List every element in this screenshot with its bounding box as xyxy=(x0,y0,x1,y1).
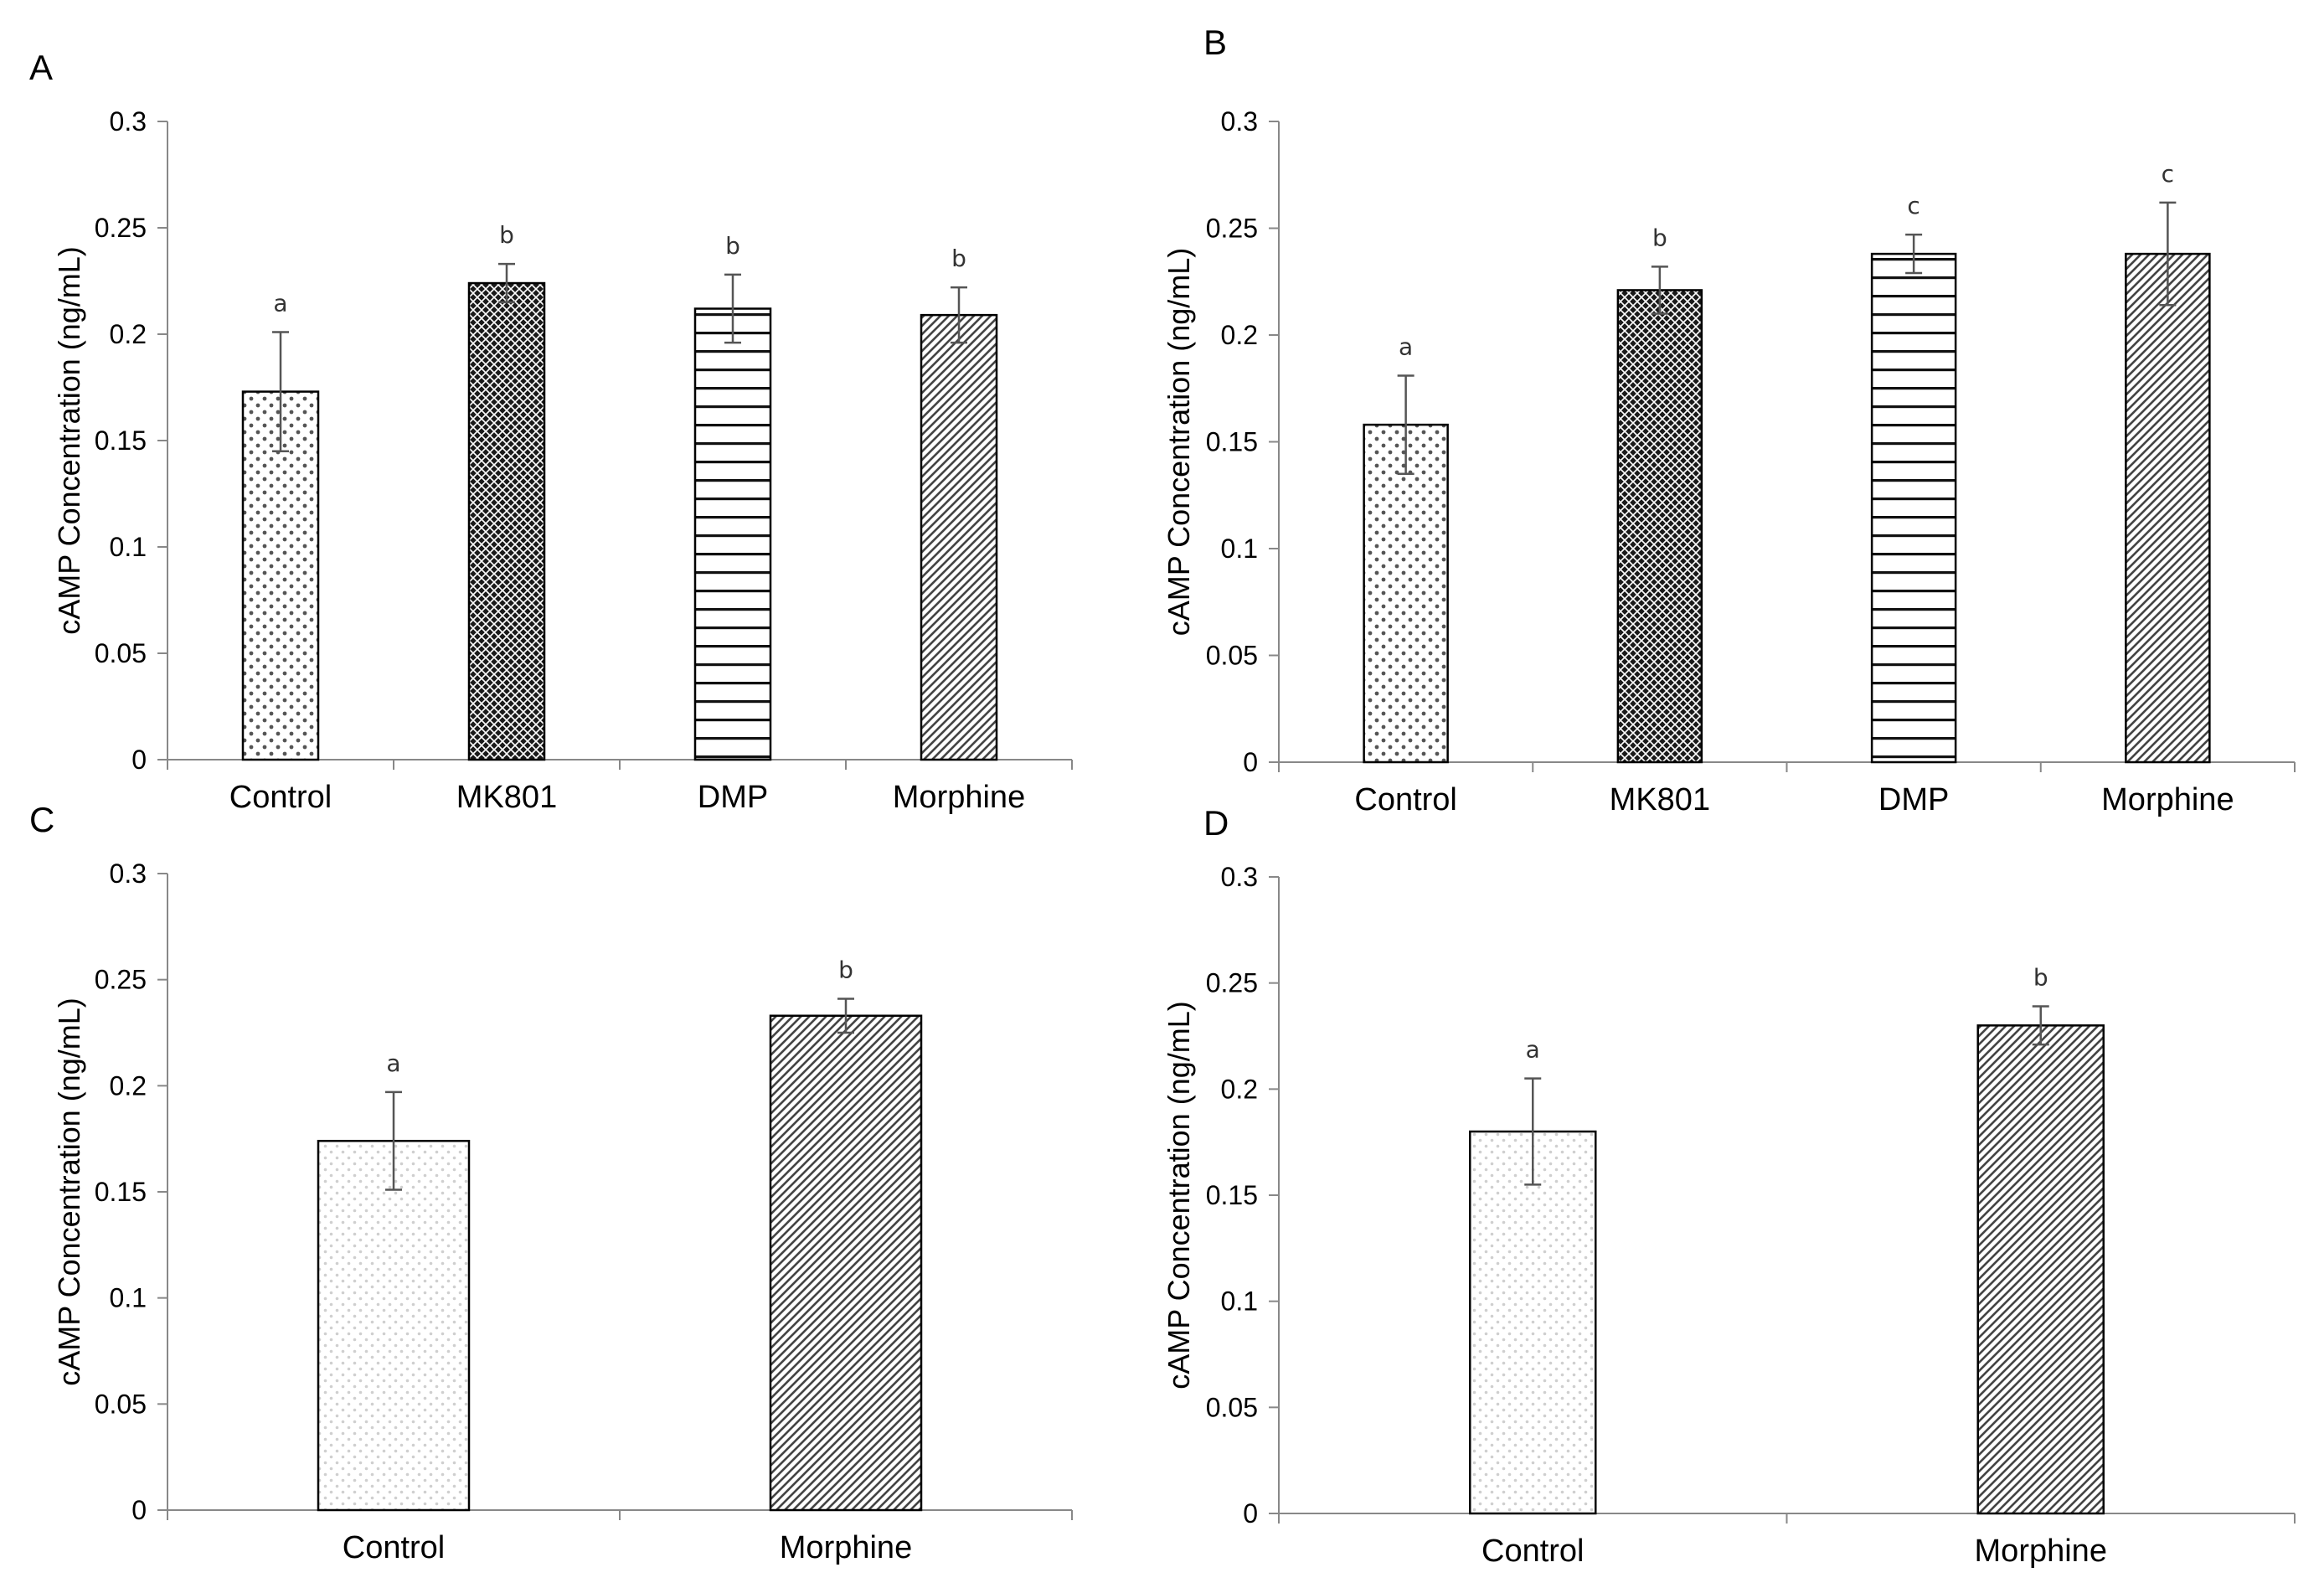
y-tick-label: 0.1 xyxy=(110,1283,147,1313)
significance-label: a xyxy=(1399,333,1413,360)
y-tick-label: 0.15 xyxy=(1206,427,1258,457)
y-tick-label: 0.2 xyxy=(1221,1074,1258,1104)
category-label: Morphine xyxy=(893,780,1025,815)
category-label: Morphine xyxy=(1975,1534,2107,1569)
bar-morphine xyxy=(769,1014,923,1512)
significance-label: b xyxy=(1652,224,1667,251)
category-label: Control xyxy=(1354,782,1457,817)
category-label: Morphine xyxy=(780,1530,912,1565)
category-label: MK801 xyxy=(456,780,557,815)
y-tick-label: 0 xyxy=(1243,1498,1258,1529)
category-label: DMP xyxy=(1878,782,1949,817)
y-tick-label: 0.05 xyxy=(1206,641,1258,671)
significance-label: c xyxy=(2162,160,2174,188)
bar-mk801 xyxy=(1616,289,1703,764)
bar-morphine xyxy=(2125,252,2211,764)
y-tick-label: 0.1 xyxy=(1221,534,1258,564)
y-tick-label: 0 xyxy=(1243,747,1258,777)
panel-a: A 0 0.05 0.1 0.15 0.2 0.25 0.3 cAMP Concentratio… xyxy=(29,48,1073,815)
y-tick-label: 0 xyxy=(131,1495,147,1525)
y-tick-label: 0.2 xyxy=(1221,320,1258,350)
y-tick-label: 0.05 xyxy=(95,1389,147,1419)
y-tick-label: 0.05 xyxy=(95,638,147,668)
y-axis-label: cAMP Concentration (ng/mL) xyxy=(1162,1001,1196,1390)
category-label: MK801 xyxy=(1610,782,1710,817)
y-axis-label: cAMP Concentration (ng/mL) xyxy=(1162,248,1196,637)
y-tick-label: 0.25 xyxy=(95,965,147,995)
significance-label: c xyxy=(1907,192,1919,219)
bar-dmp xyxy=(693,307,772,761)
category-label: Control xyxy=(229,780,332,815)
y-tick-label: 0.3 xyxy=(1221,862,1258,892)
bar-dmp xyxy=(1870,252,1957,764)
panel-letter: A xyxy=(29,48,53,87)
y-tick-label: 0.15 xyxy=(95,1177,147,1207)
panel-letter: B xyxy=(1203,23,1227,62)
category-label: DMP xyxy=(698,780,768,815)
bar-control xyxy=(241,390,320,761)
y-tick-label: 0 xyxy=(131,745,147,775)
panel-letter: C xyxy=(29,800,54,839)
panel-b: B 0 0.05 0.1 0.15 0.2 0.25 0.3 cAMP Concentratio… xyxy=(1162,23,2296,817)
y-tick-label: 0.2 xyxy=(110,319,147,349)
significance-label: a xyxy=(386,1049,400,1077)
bar-mk801 xyxy=(467,281,546,761)
y-tick-label: 0.1 xyxy=(1221,1286,1258,1317)
y-tick-label: 0.25 xyxy=(1206,968,1258,998)
significance-label: b xyxy=(499,221,514,249)
panel-d: D 0 0.05 0.1 0.15 0.2 0.25 0.3 cAMP Concentratio… xyxy=(1162,803,2296,1569)
significance-label: b xyxy=(725,232,740,260)
y-tick-label: 0.25 xyxy=(95,213,147,243)
bar-control xyxy=(1469,1130,1597,1515)
y-tick-label: 0.15 xyxy=(1206,1180,1258,1210)
y-tick-label: 0.3 xyxy=(110,106,147,137)
y-tick-label: 0.2 xyxy=(110,1070,147,1101)
y-axis-label: cAMP Concentration (ng/mL) xyxy=(52,998,86,1386)
significance-label: a xyxy=(273,289,287,317)
bar-control xyxy=(1363,423,1449,764)
y-tick-label: 0.3 xyxy=(110,858,147,889)
y-tick-label: 0.1 xyxy=(110,532,147,562)
panel-c: C 0 0.05 0.1 0.15 0.2 0.25 0.3 cAMP Concentratio… xyxy=(29,800,1073,1565)
significance-label: b xyxy=(838,956,853,983)
y-axis-label: cAMP Concentration (ng/mL) xyxy=(52,246,86,635)
bar-morphine xyxy=(1976,1024,2105,1515)
significance-label: b xyxy=(2033,964,2048,992)
significance-label: b xyxy=(951,245,966,272)
panel-letter: D xyxy=(1203,803,1229,843)
bar-control xyxy=(317,1139,471,1512)
bar-morphine xyxy=(920,313,998,761)
y-tick-label: 0.25 xyxy=(1206,214,1258,244)
significance-label: a xyxy=(1526,1036,1540,1064)
category-label: Control xyxy=(343,1530,446,1565)
y-tick-label: 0.3 xyxy=(1221,106,1258,137)
y-tick-label: 0.05 xyxy=(1206,1392,1258,1422)
category-label: Morphine xyxy=(2101,782,2234,817)
y-tick-label: 0.15 xyxy=(95,425,147,456)
category-label: Control xyxy=(1481,1534,1585,1569)
